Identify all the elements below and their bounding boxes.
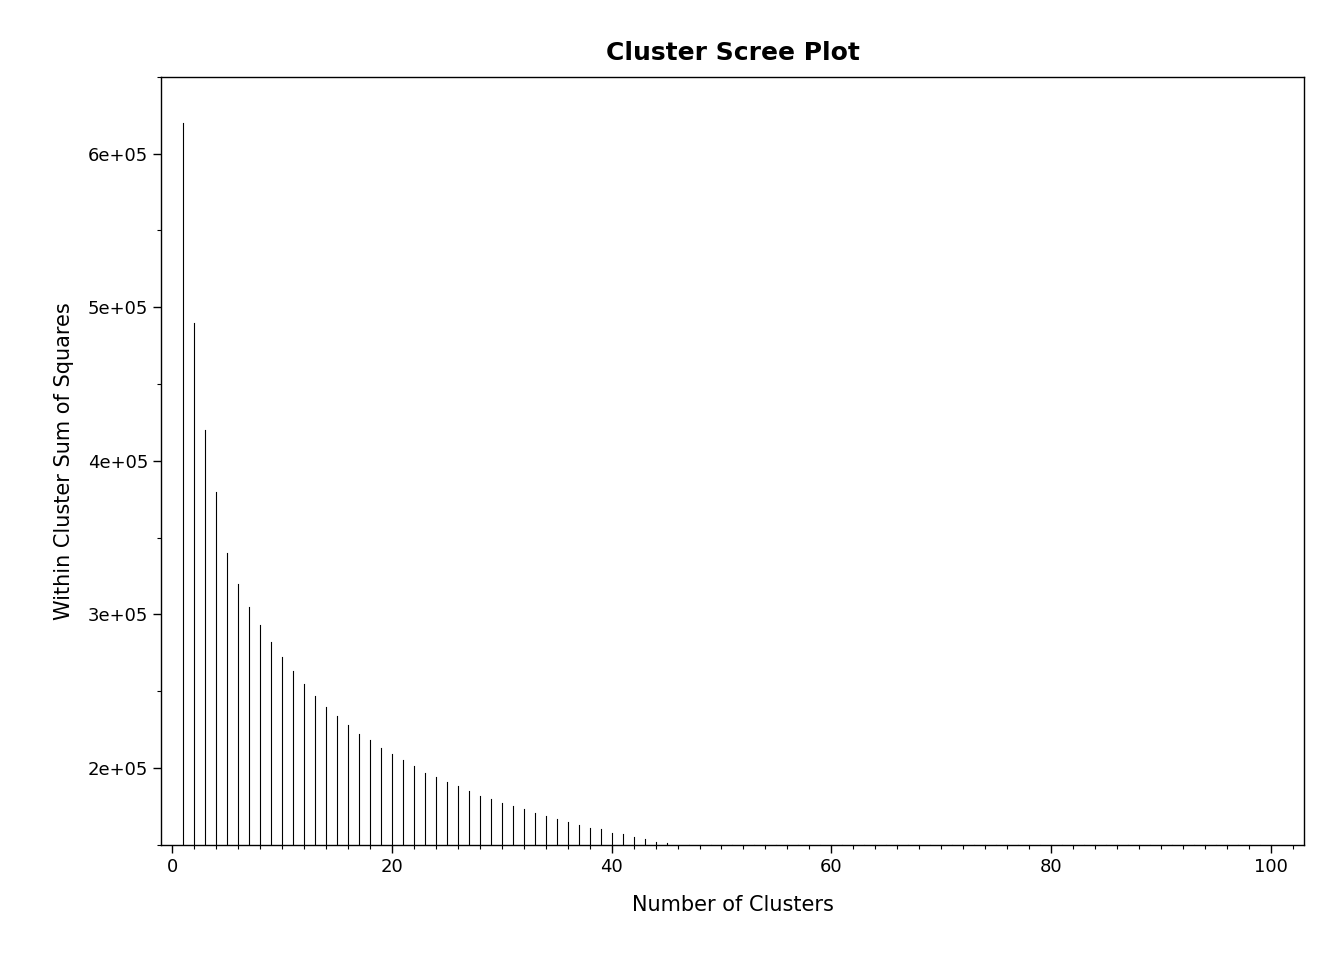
- X-axis label: Number of Clusters: Number of Clusters: [632, 896, 833, 916]
- Y-axis label: Within Cluster Sum of Squares: Within Cluster Sum of Squares: [54, 302, 74, 619]
- Title: Cluster Scree Plot: Cluster Scree Plot: [606, 41, 859, 65]
